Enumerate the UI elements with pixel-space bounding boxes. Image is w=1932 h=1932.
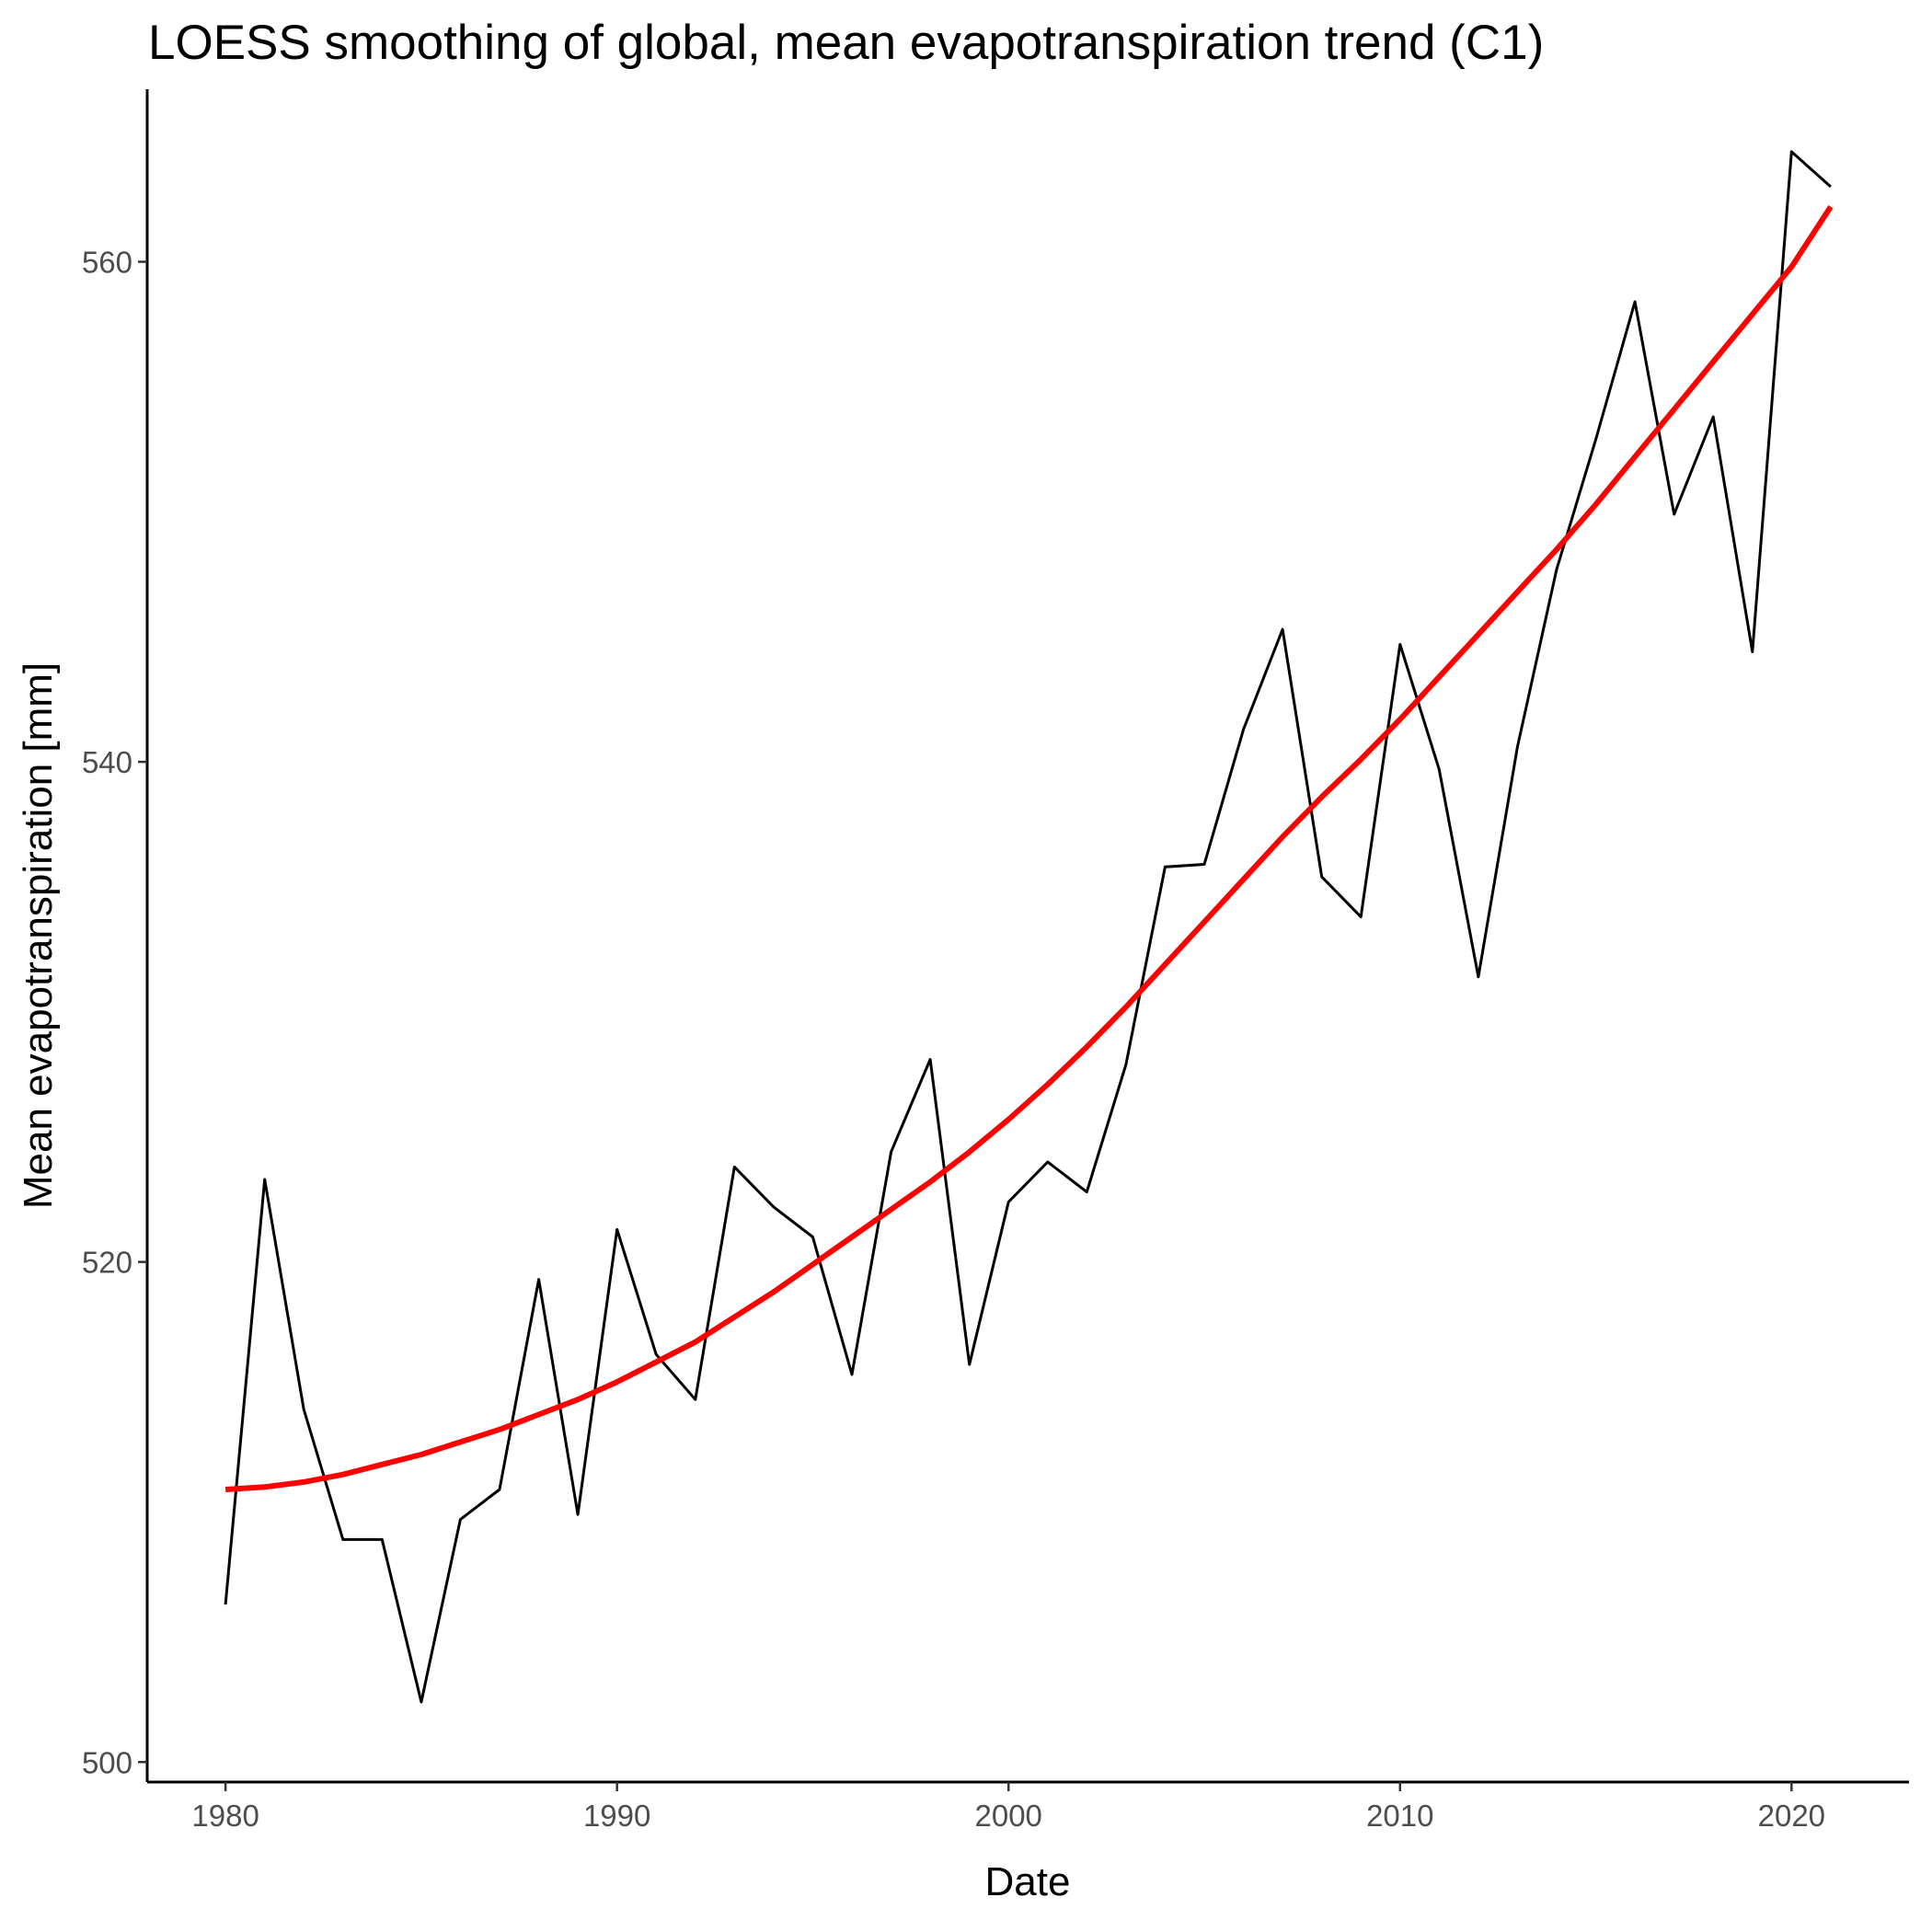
x-axis-title: Date [985, 1859, 1071, 1904]
x-tick-label: 1980 [191, 1799, 259, 1833]
x-tick-label: 2010 [1366, 1799, 1433, 1833]
chart-title: LOESS smoothing of global, mean evapotra… [148, 16, 1544, 70]
observed-series-line [224, 150, 1832, 1704]
y-tick-label: 520 [82, 1246, 132, 1280]
y-tick-label: 540 [82, 745, 132, 779]
x-tick-label: 1990 [583, 1799, 650, 1833]
loess-trend-line [224, 205, 1834, 1492]
plot-area [224, 150, 1834, 1704]
y-axis-ticks: 500 520 540 560 [82, 246, 147, 1779]
y-tick-label: 500 [82, 1745, 132, 1779]
x-axis-ticks: 1980 1990 2000 2010 2020 [191, 1782, 1825, 1833]
x-tick-label: 2000 [975, 1799, 1042, 1833]
y-tick-label: 560 [82, 246, 132, 280]
y-axis-title: Mean evapotranspiration [mm] [16, 662, 61, 1209]
x-tick-label: 2020 [1758, 1799, 1825, 1833]
